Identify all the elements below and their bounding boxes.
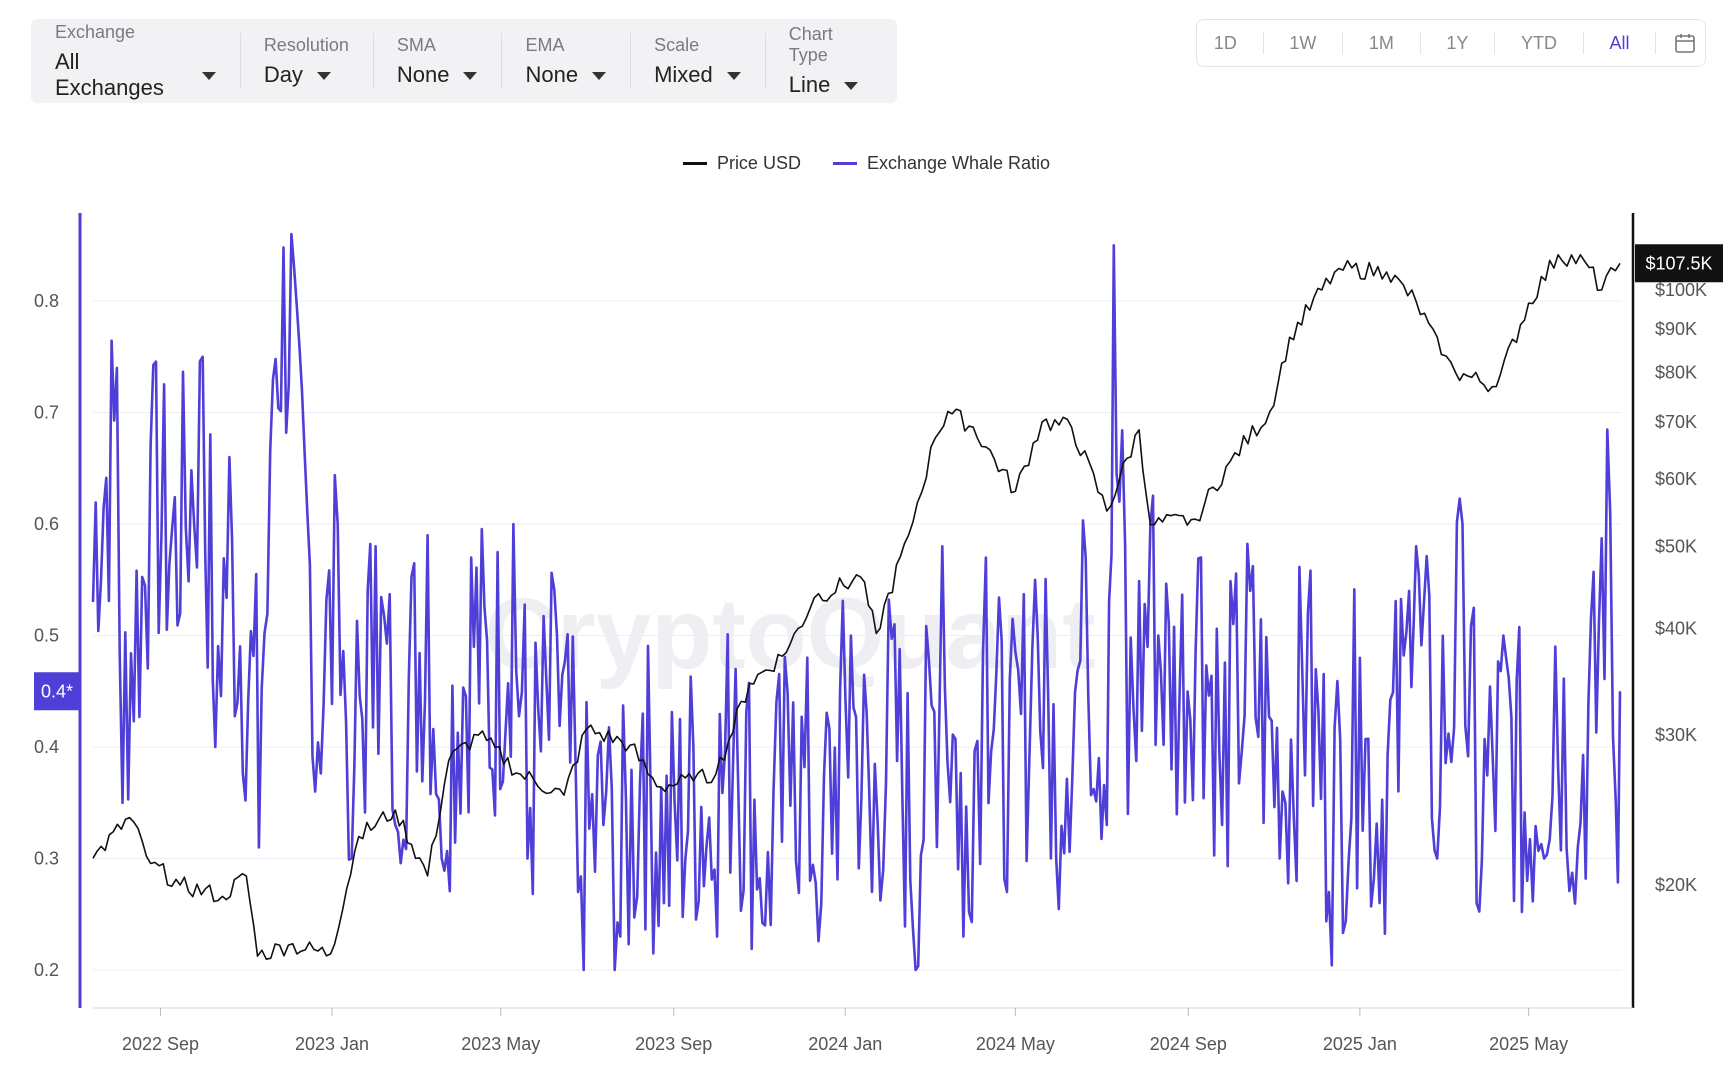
filter-value: None: [525, 61, 579, 87]
range-all-button[interactable]: All: [1609, 32, 1630, 53]
range-1m-button[interactable]: 1M: [1368, 32, 1394, 53]
range-1y-button[interactable]: 1Y: [1446, 32, 1469, 53]
x-tick-label: 2022 Sep: [122, 1034, 199, 1054]
filter-label: Resolution: [263, 34, 349, 55]
filter-value: Mixed: [654, 61, 713, 87]
filter-label: SMA: [396, 34, 436, 55]
divider: [1419, 32, 1421, 54]
legend-label: Exchange Whale Ratio: [866, 153, 1051, 173]
y-right-tick-label: $60K: [1655, 469, 1697, 489]
divider: [1655, 32, 1657, 54]
chart-type-dropdown[interactable]: Chart Type Line: [764, 19, 897, 103]
ema-dropdown[interactable]: EMA None: [501, 19, 630, 103]
y-right-tick-label: $40K: [1655, 619, 1697, 639]
chart-legend: Price USD Exchange Whale Ratio: [0, 153, 1733, 174]
filter-value: None: [396, 61, 450, 87]
scale-dropdown[interactable]: Scale Mixed: [630, 19, 765, 103]
range-1w-button[interactable]: 1W: [1289, 32, 1317, 53]
divider: [1262, 32, 1264, 54]
y-right-tick-label: $70K: [1655, 412, 1697, 432]
y-right-tick-label: $100K: [1655, 280, 1707, 300]
y-left-tick-label: 0.6: [34, 514, 59, 534]
series-line-price-usd[interactable]: [92, 254, 1621, 960]
chevron-down-icon: [316, 71, 331, 80]
filter-value: Day: [263, 61, 303, 87]
y-right-tick-label: $50K: [1655, 536, 1697, 556]
filter-label: Exchange: [55, 21, 136, 42]
calendar-icon[interactable]: [1674, 32, 1696, 54]
y-left-tick-label: 0.4: [34, 737, 59, 757]
legend-swatch: [682, 162, 707, 165]
x-tick-label: 2024 Jan: [808, 1034, 882, 1054]
filter-label: EMA: [525, 34, 565, 55]
legend-label: Price USD: [716, 153, 801, 173]
range-ytd-button[interactable]: YTD: [1520, 32, 1557, 53]
chevron-down-icon: [463, 71, 478, 80]
chevron-down-icon: [726, 71, 741, 80]
watermark: CryptoQuant: [484, 578, 1095, 690]
current-price-badge: [1635, 244, 1723, 283]
y-right-tick-label: $80K: [1655, 362, 1697, 382]
filter-value: All Exchanges: [55, 48, 164, 100]
current-ratio-label: 0.4*: [41, 681, 73, 701]
exchange-dropdown[interactable]: Exchange All Exchanges: [31, 19, 240, 103]
y-right-tick-label: $20K: [1655, 875, 1697, 895]
divider: [1494, 32, 1496, 54]
resolution-dropdown[interactable]: Resolution Day: [239, 19, 373, 103]
range-1d-button[interactable]: 1D: [1213, 32, 1237, 53]
y-left-tick-label: 0.2: [34, 960, 59, 980]
legend-item-whale-ratio[interactable]: Exchange Whale Ratio: [832, 153, 1051, 174]
x-tick-label: 2023 Sep: [635, 1034, 712, 1054]
time-range-selector: 1D 1W 1M 1Y YTD All: [1196, 19, 1706, 67]
x-tick-label: 2023 May: [461, 1034, 540, 1054]
filter-value: Line: [788, 72, 831, 97]
sma-dropdown[interactable]: SMA None: [372, 19, 502, 103]
y-left-tick-label: 0.3: [34, 849, 59, 869]
series-line-exchange-whale-ratio[interactable]: [91, 232, 1622, 972]
x-tick-label: 2025 May: [1489, 1034, 1568, 1054]
legend-swatch: [832, 162, 857, 165]
current-price-label: $107.5K: [1645, 253, 1712, 273]
filter-toolbar: Exchange All Exchanges Resolution Day SM…: [31, 19, 897, 103]
y-left-tick-label: 0.8: [34, 291, 59, 311]
legend-item-price[interactable]: Price USD: [682, 153, 801, 174]
divider: [1342, 32, 1344, 54]
filter-label: Chart Type: [788, 24, 833, 65]
chevron-down-icon: [844, 82, 859, 90]
chevron-down-icon: [201, 71, 216, 80]
y-left-tick-label: 0.7: [34, 403, 59, 423]
x-tick-label: 2024 Sep: [1150, 1034, 1227, 1054]
y-left-tick-label: 0.5: [34, 626, 59, 646]
current-ratio-badge: [34, 672, 80, 711]
y-right-tick-label: $90K: [1655, 319, 1697, 339]
divider: [1582, 32, 1584, 54]
filter-label: Scale: [654, 34, 700, 55]
x-tick-label: 2024 May: [976, 1034, 1055, 1054]
x-tick-label: 2023 Jan: [295, 1034, 369, 1054]
y-right-tick-label: $30K: [1655, 725, 1697, 745]
chevron-down-icon: [592, 71, 607, 80]
x-tick-label: 2025 Jan: [1323, 1034, 1397, 1054]
